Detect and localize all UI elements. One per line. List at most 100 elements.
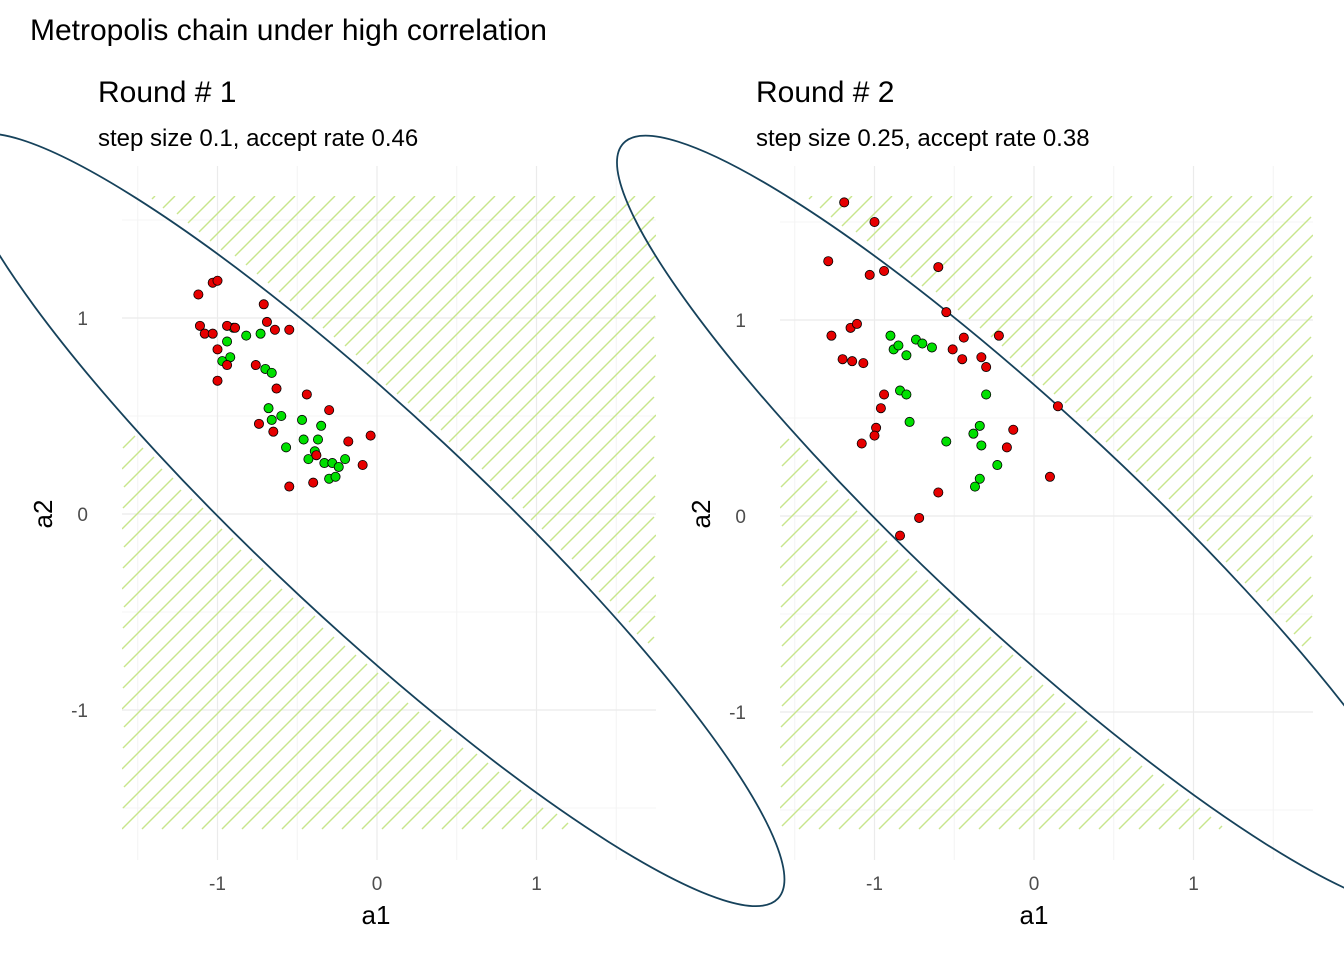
contour-line — [838, 654, 1014, 830]
contour-line — [898, 684, 1044, 830]
panel-title: Round # 1 — [98, 76, 236, 109]
point-rejected — [212, 275, 223, 286]
point-accepted — [974, 473, 985, 484]
contour-line — [261, 690, 401, 830]
contour-line — [429, 196, 656, 422]
contour-line — [781, 447, 801, 467]
contour-line — [1157, 336, 1312, 491]
contour-line — [781, 570, 918, 707]
point-rejected — [324, 405, 335, 416]
contour-line — [780, 618, 970, 809]
contour-line — [511, 354, 656, 500]
contour-line — [918, 693, 1055, 830]
contour-line — [440, 216, 655, 431]
contour-line — [938, 702, 1066, 830]
panel-title: Round # 2 — [756, 76, 894, 109]
contour-line — [590, 516, 655, 581]
point-accepted — [303, 454, 314, 465]
point-rejected — [958, 332, 969, 343]
contour-line — [780, 519, 869, 608]
contour-line — [321, 720, 431, 830]
contour-line — [461, 780, 511, 830]
point-rejected — [207, 328, 218, 339]
point-rejected — [869, 430, 880, 441]
point-rejected — [851, 318, 862, 329]
contour-line — [122, 588, 283, 749]
contour-line — [1031, 196, 1213, 377]
contour-line — [781, 510, 858, 587]
contour-line — [1217, 456, 1312, 551]
contour-line — [910, 196, 993, 278]
point-accepted — [969, 481, 980, 492]
x-tick-label: 0 — [372, 874, 383, 895]
point-accepted — [241, 330, 252, 341]
contour-line — [1098, 774, 1154, 830]
plot-area: -1 0 1 -1 0 1 — [616, 134, 1344, 910]
contour-line — [281, 702, 409, 830]
contour-line — [322, 196, 456, 329]
point-accepted — [263, 403, 274, 414]
contour-line — [122, 447, 144, 470]
contour-line — [122, 537, 234, 650]
contour-line — [1293, 615, 1313, 635]
contour-line — [780, 489, 839, 548]
point-rejected — [365, 430, 376, 441]
contour-line — [311, 196, 436, 320]
contour-line — [957, 196, 1073, 311]
contour-line — [122, 567, 264, 710]
contour-line — [1138, 789, 1179, 830]
contour-line — [122, 528, 223, 629]
contour-line — [1301, 636, 1312, 647]
y-tick-label: -1 — [71, 701, 88, 722]
contour-line — [122, 597, 294, 770]
panel-round-2: Round # 2 step size 0.25, accept rate 0.… — [616, 76, 1344, 930]
contour-line — [1198, 414, 1313, 530]
point-rejected — [869, 216, 880, 227]
point-accepted — [281, 442, 292, 453]
point-rejected — [258, 299, 269, 310]
point-rejected — [1052, 401, 1063, 412]
point-rejected — [343, 436, 354, 447]
contour-line — [878, 675, 1033, 830]
contour-line — [858, 666, 1022, 830]
contour-line — [541, 414, 656, 530]
contour-line — [1018, 738, 1110, 830]
point-accepted — [974, 420, 985, 431]
point-accepted — [276, 410, 287, 421]
contour-hatch — [122, 196, 656, 830]
contour-line — [1009, 196, 1173, 359]
contour-line — [267, 196, 356, 284]
contour-line — [341, 729, 442, 830]
point-rejected — [856, 438, 867, 449]
contour-line — [122, 468, 163, 509]
y-axis-label: a2 — [686, 500, 716, 529]
contour-line — [598, 534, 656, 593]
y-tick-label: -1 — [729, 703, 746, 724]
contour-line — [300, 196, 416, 311]
contour-line — [990, 196, 1133, 338]
point-rejected — [1001, 442, 1012, 453]
point-rejected — [981, 362, 992, 373]
contour-line — [1058, 756, 1132, 830]
contour-line — [781, 627, 981, 827]
point-rejected — [947, 344, 958, 355]
y-tick-label: 0 — [77, 505, 88, 526]
contour-line — [1116, 255, 1313, 452]
point-accepted — [917, 338, 928, 349]
contour-line — [1225, 474, 1313, 563]
point-rejected — [879, 389, 890, 400]
point-accepted — [266, 414, 277, 425]
contour-line — [1001, 196, 1153, 347]
tick-labels: -1 0 1 -1 0 1 — [71, 309, 542, 895]
contour-line — [123, 489, 182, 548]
contour-line — [161, 645, 346, 830]
contour-line — [549, 435, 656, 542]
contour-line — [1042, 196, 1233, 386]
contour-line — [781, 597, 951, 767]
contour-line — [407, 196, 616, 404]
contour-line — [122, 627, 324, 830]
contour-line — [1020, 196, 1193, 368]
point-rejected — [212, 344, 223, 355]
contour-line — [289, 196, 396, 302]
contour-line — [1064, 196, 1273, 404]
